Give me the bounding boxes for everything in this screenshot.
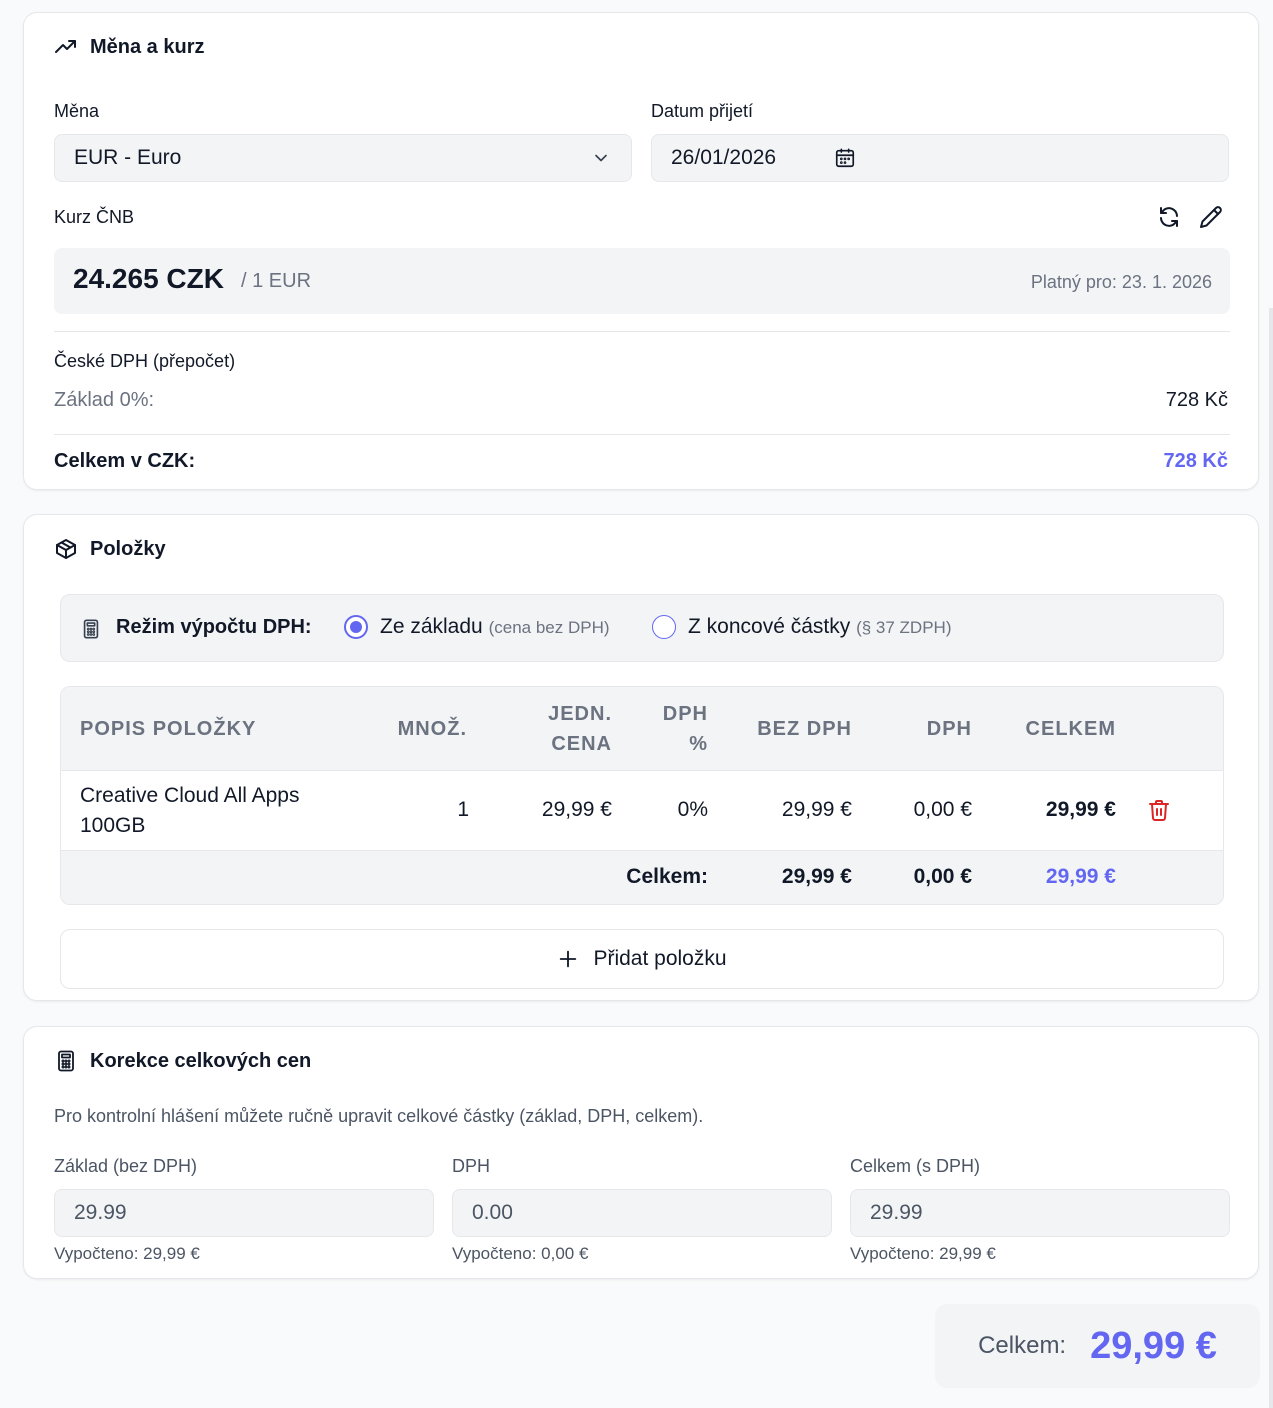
- vat-mode-option-base[interactable]: Ze základu (cena bez DPH): [344, 615, 610, 639]
- col-vat: DPH: [926, 718, 972, 740]
- items-title: Položky: [54, 537, 166, 561]
- vat-mode-option-base-label: Ze základu: [380, 615, 483, 638]
- rate-box: 24.265 CZK / 1 EUR Platný pro: 23. 1. 20…: [54, 248, 1230, 314]
- items-table-header: POPIS POLOŽKY MNOŽ. JEDN. CENA DPH % BEZ…: [61, 687, 1223, 771]
- items-card: Položky Režim výpočtu DPH: Ze základu (c…: [23, 514, 1259, 1001]
- total-czk-label: Celkem v CZK:: [54, 450, 196, 472]
- radio-unselected[interactable]: [652, 615, 676, 639]
- currency-select-value: EUR - Euro: [74, 146, 182, 169]
- delete-row-button[interactable]: [1147, 798, 1171, 822]
- vat-mode-option-base-note: (cena bez DPH): [488, 618, 610, 637]
- base-value: 728 Kč: [1165, 389, 1228, 411]
- col-vat-pct: DPH %: [662, 703, 708, 755]
- refresh-rate-button[interactable]: [1156, 204, 1182, 230]
- field-total-computed: Vypočteno: 29,99 €: [850, 1244, 996, 1263]
- date-input[interactable]: 26/01/2026: [651, 134, 1229, 182]
- add-item-label: Přidat položku: [593, 947, 727, 970]
- date-input-value: 26/01/2026: [671, 146, 777, 169]
- field-total-label: Celkem (s DPH): [850, 1156, 981, 1176]
- col-net: BEZ DPH: [757, 718, 852, 740]
- correction-title-text: Korekce celkových cen: [90, 1049, 312, 1072]
- items-table-footer: Celkem: 29,99 € 0,00 € 29,99 €: [61, 851, 1223, 904]
- field-base-label: Základ (bez DPH): [54, 1156, 198, 1176]
- edit-rate-button[interactable]: [1198, 204, 1224, 230]
- vat-mode-label: Režim výpočtu DPH:: [116, 616, 312, 638]
- divider: [54, 331, 1230, 332]
- items-title-text: Položky: [90, 537, 166, 560]
- items-table: POPIS POLOŽKY MNOŽ. JEDN. CENA DPH % BEZ…: [60, 686, 1224, 905]
- field-base-input[interactable]: 29.99: [54, 1189, 434, 1237]
- col-qty: MNOŽ.: [397, 718, 467, 740]
- total-czk-value: 728 Kč: [1163, 450, 1229, 472]
- base-label: Základ 0%:: [54, 389, 155, 411]
- czech-vat-heading: České DPH (přepočet): [54, 351, 236, 371]
- calculator-icon: [83, 619, 99, 639]
- table-row: Creative Cloud All Apps 100GB 1 29,99 € …: [61, 771, 1223, 851]
- footer-vat: 0,00 €: [913, 865, 972, 888]
- calculator-icon: [58, 1050, 74, 1072]
- rate-valid-date: Platný pro: 23. 1. 2026: [1030, 272, 1212, 292]
- row-net: 29,99 €: [781, 798, 852, 821]
- refresh-icon: [1160, 207, 1178, 227]
- row-unit-price[interactable]: 29,99 €: [541, 798, 612, 821]
- col-total: CELKEM: [1025, 718, 1116, 740]
- trash-icon: [1149, 800, 1169, 821]
- correction-title: Korekce celkových cen: [54, 1049, 311, 1073]
- currency-select[interactable]: EUR - Euro: [54, 134, 632, 182]
- chevron-down-icon: [595, 154, 607, 162]
- rate-value: 24.265 CZK: [73, 263, 224, 294]
- col-unit-price: JEDN. CENA: [548, 703, 612, 755]
- scrollbar[interactable]: [1269, 308, 1273, 1408]
- row-description[interactable]: Creative Cloud All Apps 100GB: [80, 784, 300, 837]
- footer-total: 29,99 €: [1045, 865, 1116, 888]
- currency-rate-title-text: Měna a kurz: [90, 35, 205, 58]
- vat-mode-option-final-label: Z koncové částky: [688, 615, 851, 638]
- rate-unit: / 1 EUR: [241, 270, 312, 292]
- field-base-computed: Vypočteno: 29,99 €: [54, 1244, 200, 1263]
- correction-description: Pro kontrolní hlášení můžete ručně uprav…: [54, 1106, 704, 1126]
- row-vat: 0,00 €: [913, 798, 972, 821]
- currency-rate-title: Měna a kurz: [54, 35, 204, 59]
- field-total-input[interactable]: 29.99: [850, 1189, 1230, 1237]
- plus-icon: [560, 950, 577, 968]
- summary-total-box: Celkem: 29,99 €: [935, 1304, 1260, 1388]
- radio-selected[interactable]: [344, 615, 368, 639]
- currency-rate-card: Měna a kurz Měna EUR - Euro Datum přijet…: [23, 12, 1259, 490]
- field-vat-input[interactable]: 0.00: [452, 1189, 832, 1237]
- footer-net: 29,99 €: [781, 865, 852, 888]
- package-icon: [56, 539, 76, 559]
- col-description: POPIS POLOŽKY: [80, 718, 257, 740]
- correction-card: Korekce celkových cen Pro kontrolní hláš…: [23, 1026, 1259, 1279]
- vat-mode-option-final[interactable]: Z koncové částky (§ 37 ZDPH): [652, 615, 952, 639]
- summary-total-label: Celkem:: [978, 1332, 1067, 1359]
- field-vat-label: DPH: [452, 1156, 491, 1176]
- vat-mode-option-final-note: (§ 37 ZDPH): [856, 618, 952, 637]
- row-vat-pct[interactable]: 0%: [677, 798, 708, 821]
- summary-total-value: 29,99 €: [1090, 1324, 1217, 1367]
- currency-label: Měna: [54, 101, 100, 121]
- add-item-button[interactable]: Přidat položku: [60, 929, 1224, 989]
- calendar-icon[interactable]: [834, 147, 856, 169]
- rate-label: Kurz ČNB: [54, 207, 135, 227]
- divider: [54, 434, 1230, 435]
- row-total: 29,99 €: [1045, 798, 1116, 821]
- pencil-icon: [1200, 206, 1222, 228]
- footer-label: Celkem:: [626, 865, 708, 888]
- field-vat-computed: Vypočteno: 0,00 €: [452, 1244, 589, 1263]
- date-label: Datum přijetí: [651, 101, 754, 121]
- vat-mode-bar: Režim výpočtu DPH: Ze základu (cena bez …: [60, 594, 1224, 662]
- trending-up-icon: [55, 40, 76, 53]
- row-qty[interactable]: 1: [457, 798, 469, 821]
